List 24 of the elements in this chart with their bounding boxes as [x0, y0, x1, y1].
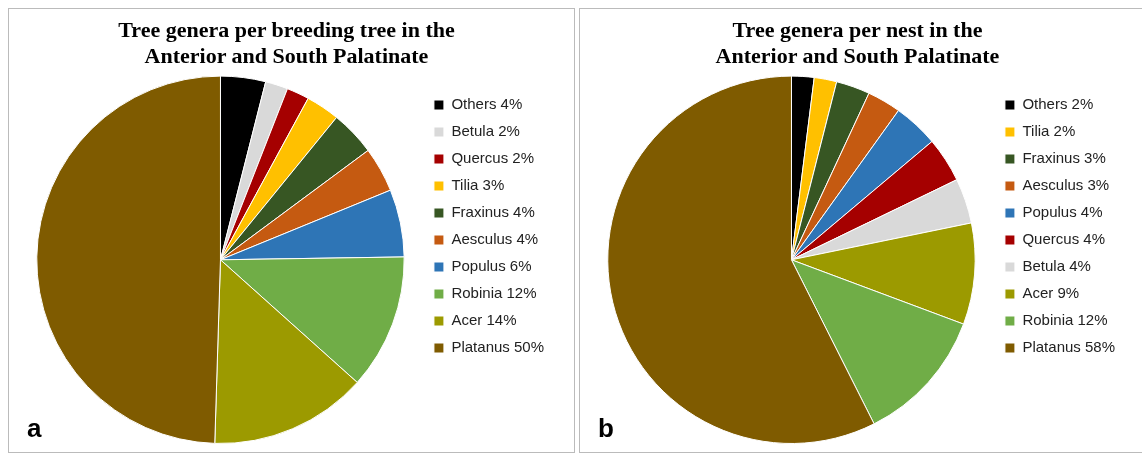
legend-label: Populus 4% [1022, 203, 1103, 221]
legend-label: Betula 2% [451, 122, 520, 140]
legend-label: Quercus 2% [451, 149, 534, 167]
legend-label: Others 2% [1022, 95, 1094, 113]
legend-label: Others 4% [451, 95, 523, 113]
legend-label: Fraxinus 3% [1022, 149, 1106, 167]
legend-label: Fraxinus 4% [451, 203, 535, 221]
legend-label: Aesculus 3% [1022, 176, 1110, 194]
legend-label: Betula 4% [1022, 257, 1091, 275]
legend-label: Platanus 50% [451, 338, 545, 356]
chart-title: Tree genera per nest in the Anterior and South Palatinate [715, 17, 1000, 68]
text: a [27, 413, 42, 444]
legend-label: Populus 6% [451, 257, 532, 275]
text: b [598, 413, 614, 444]
legend-label: Aesculus 4% [451, 230, 539, 248]
legend-label: Robinia 12% [1022, 311, 1108, 329]
legend-label: Tilia 2% [1022, 122, 1076, 140]
chart-title: Tree genera per breeding tree in the Anterior and South Palatinate [118, 17, 455, 68]
legend-label: Acer 9% [1022, 284, 1080, 302]
legend-label: Acer 14% [451, 311, 517, 329]
legend-label: Robinia 12% [451, 284, 537, 302]
legend-label: Tilia 3% [451, 176, 505, 194]
legend-label: Platanus 58% [1022, 338, 1116, 356]
legend-label: Quercus 4% [1022, 230, 1105, 248]
